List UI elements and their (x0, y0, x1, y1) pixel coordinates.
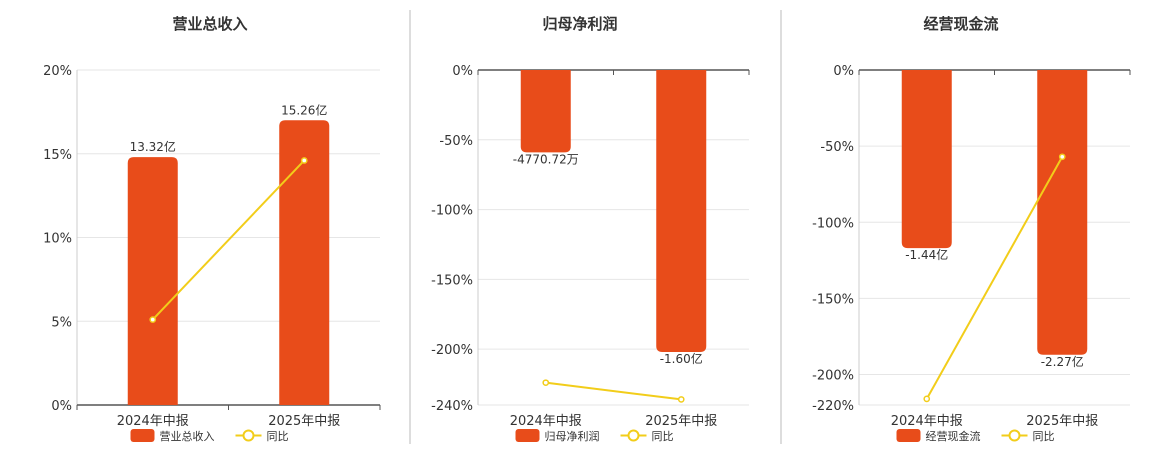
chart2-bar (520, 70, 571, 153)
chart3-ytick-label: -50% (820, 140, 854, 155)
chart3-ytick-label: -150% (812, 292, 854, 307)
chart3-legend-line-marker (1008, 429, 1021, 442)
chart3-legend-bar-label: 经营现金流 (926, 429, 981, 443)
chart1-line-point (149, 316, 157, 323)
chart1-bar (279, 120, 330, 405)
chart2-ytick-label: -50% (439, 134, 473, 149)
chart3-ytick-label: 0% (833, 64, 854, 79)
chart1-xtick-label: 2025年中报 (268, 414, 340, 429)
chart2-xtick-label: 2025年中报 (645, 414, 717, 429)
chart1-bar (127, 157, 178, 405)
chart3-legend-bar-swatch (896, 429, 921, 442)
chart3-bar-data-label: -1.44亿 (905, 247, 948, 262)
chart2-ytick-label: -240% (431, 399, 473, 414)
chart1-bar-data-label: 13.32亿 (130, 139, 176, 154)
chart1-legend-line-marker (242, 429, 255, 442)
chart1-title: 营业总收入 (172, 15, 247, 33)
chart2-legend-bar-label: 归母净利润 (545, 429, 600, 443)
chart2-title: 归母净利润 (542, 15, 617, 33)
chart1-legend-line-label: 同比 (267, 430, 289, 443)
chart2-ytick-label: -100% (431, 204, 473, 219)
chart3-ytick-label: -220% (812, 399, 854, 414)
chart3-xtick-label: 2025年中报 (1026, 414, 1098, 429)
chart3-bar-data-label: -2.27亿 (1041, 354, 1084, 369)
chart2-ytick-label: -150% (431, 273, 473, 288)
chart2-line-point (542, 379, 550, 387)
chart1-legend-bar-label: 营业总收入 (160, 429, 215, 443)
chart2-ytick-label: 0% (452, 64, 473, 79)
chart1-ytick-label: 5% (51, 315, 72, 330)
chart1-ytick-label: 20% (43, 64, 72, 79)
chart1-legend-bar-swatch (130, 429, 155, 442)
chart3-ytick-label: -100% (812, 216, 854, 231)
chart3-line-point (923, 395, 931, 403)
chart2-legend-line-marker (627, 429, 640, 442)
chart1-line-series (152, 159, 305, 321)
chart2-line-point (677, 396, 685, 403)
chart3-bar (1037, 70, 1088, 355)
chart3-title: 经营现金流 (923, 15, 998, 33)
chart1-ytick-label: 15% (43, 148, 72, 163)
chart1-bar-data-label: 15.26亿 (281, 102, 327, 117)
chart3-bar (901, 70, 952, 249)
chart2-bar (656, 70, 707, 352)
chart2-legend-bar-swatch (515, 429, 540, 442)
chart3-ytick-label: -200% (812, 369, 854, 384)
chart1-ytick-label: 10% (43, 232, 72, 247)
chart1-ytick-label: 0% (51, 399, 72, 414)
chart1-xtick-label: 2024年中报 (117, 414, 189, 429)
chart3-xtick-label: 2024年中报 (891, 414, 963, 429)
chart2-xtick-label: 2024年中报 (510, 414, 582, 429)
chart3-line-point (1058, 153, 1066, 161)
chart2-ytick-label: -200% (431, 343, 473, 358)
chart2-legend-line-label: 同比 (652, 430, 674, 443)
chart2-line-series (545, 381, 682, 401)
chart1-line-point (300, 157, 308, 164)
chart2-bar-data-label: -4770.72万 (513, 152, 579, 166)
chart3-legend-line-label: 同比 (1033, 430, 1055, 443)
chart3-line-series (925, 156, 1064, 400)
chart2-bar-data-label: -1.60亿 (660, 351, 703, 366)
